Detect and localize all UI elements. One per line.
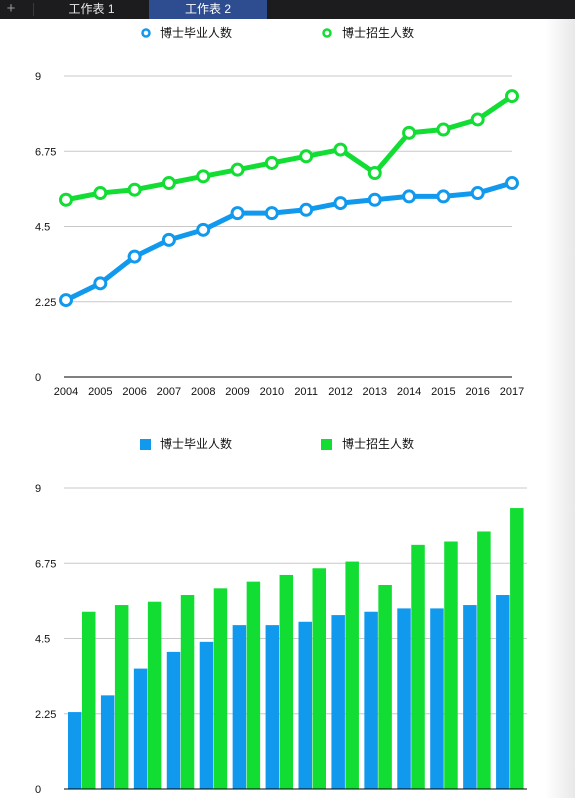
legend-marker-icon	[322, 28, 332, 38]
x-tick-label: 2005	[88, 386, 112, 398]
bar	[279, 574, 294, 789]
data-point	[333, 142, 348, 157]
y-tick-label: 2.25	[35, 297, 56, 309]
data-point	[470, 112, 485, 127]
data-point	[196, 222, 211, 237]
data-point	[402, 189, 417, 204]
x-tick-label: 2011	[294, 386, 318, 398]
bar	[100, 695, 115, 789]
legend-marker-icon	[141, 28, 151, 38]
bar	[397, 608, 411, 789]
legend-label: 博士招生人数	[342, 25, 414, 40]
sheet-tab-bar: + 工作表 1 工作表 2	[0, 0, 575, 19]
x-tick-label: 2007	[157, 386, 181, 398]
bar	[510, 508, 524, 789]
bar	[114, 605, 129, 789]
data-point	[127, 249, 142, 264]
bar	[166, 651, 181, 789]
bar	[147, 601, 162, 789]
legend-swatch	[321, 439, 332, 450]
legend-label: 博士毕业人数	[160, 436, 232, 451]
data-point	[299, 149, 314, 164]
y-tick-label: 9	[35, 71, 41, 83]
y-tick-label: 6.75	[35, 146, 56, 158]
legend-label: 博士招生人数	[342, 436, 414, 451]
data-point	[93, 276, 108, 291]
y-tick-label: 9	[35, 483, 41, 495]
y-tick-label: 0	[35, 372, 41, 384]
bar	[430, 608, 444, 789]
y-tick-label: 4.5	[35, 634, 50, 646]
bar	[364, 611, 378, 789]
window-edge-shadow	[545, 19, 575, 798]
legend-swatch	[140, 439, 151, 450]
data-point	[196, 169, 211, 184]
bar	[180, 595, 195, 789]
data-point	[230, 206, 245, 221]
x-tick-label: 2012	[328, 386, 352, 398]
bar	[265, 625, 280, 789]
bar	[477, 531, 491, 789]
tab-sheet-1[interactable]: 工作表 1	[68, 2, 115, 16]
bar	[213, 588, 228, 789]
bar	[133, 668, 148, 789]
data-point	[299, 202, 314, 217]
data-point	[264, 155, 279, 170]
bar	[232, 625, 247, 789]
tab-divider	[33, 3, 34, 16]
x-tick-label: 2009	[225, 386, 249, 398]
x-tick-label: 2004	[54, 386, 78, 398]
bar	[246, 581, 261, 789]
data-point	[264, 206, 279, 221]
data-point	[161, 176, 176, 191]
bar	[496, 595, 510, 789]
bar	[331, 615, 345, 789]
plus-icon[interactable]: +	[6, 0, 16, 17]
data-point	[333, 196, 348, 211]
bar	[345, 561, 359, 789]
data-point	[402, 125, 417, 140]
bar	[312, 568, 326, 789]
bar	[199, 641, 214, 789]
data-point	[127, 182, 142, 197]
data-point	[505, 176, 519, 191]
bar	[298, 621, 312, 789]
bar	[444, 541, 458, 789]
data-point	[367, 165, 382, 180]
data-point	[470, 186, 485, 201]
data-point	[59, 293, 73, 308]
bar	[378, 584, 392, 789]
data-point	[436, 122, 451, 137]
bar	[463, 605, 477, 789]
bar	[411, 544, 425, 789]
bar	[68, 712, 82, 789]
legend-label: 博士毕业人数	[160, 25, 232, 40]
bar	[82, 611, 96, 789]
x-tick-label: 2008	[191, 386, 215, 398]
x-tick-label: 2016	[465, 386, 489, 398]
x-tick-label: 2006	[122, 386, 146, 398]
data-point	[367, 192, 382, 207]
y-tick-label: 0	[35, 784, 41, 796]
y-tick-label: 2.25	[35, 709, 56, 721]
x-tick-label: 2010	[260, 386, 284, 398]
x-tick-label: 2013	[363, 386, 387, 398]
y-tick-label: 6.75	[35, 558, 56, 570]
x-tick-label: 2017	[500, 386, 524, 398]
data-point	[436, 189, 451, 204]
data-point	[230, 162, 245, 177]
data-point	[59, 192, 73, 207]
tab-sheet-2[interactable]: 工作表 2	[149, 0, 267, 19]
x-tick-label: 2014	[397, 386, 421, 398]
x-tick-label: 2015	[431, 386, 455, 398]
data-point	[93, 186, 108, 201]
y-tick-label: 4.5	[35, 222, 50, 234]
data-point	[161, 232, 176, 247]
data-point	[505, 89, 519, 104]
